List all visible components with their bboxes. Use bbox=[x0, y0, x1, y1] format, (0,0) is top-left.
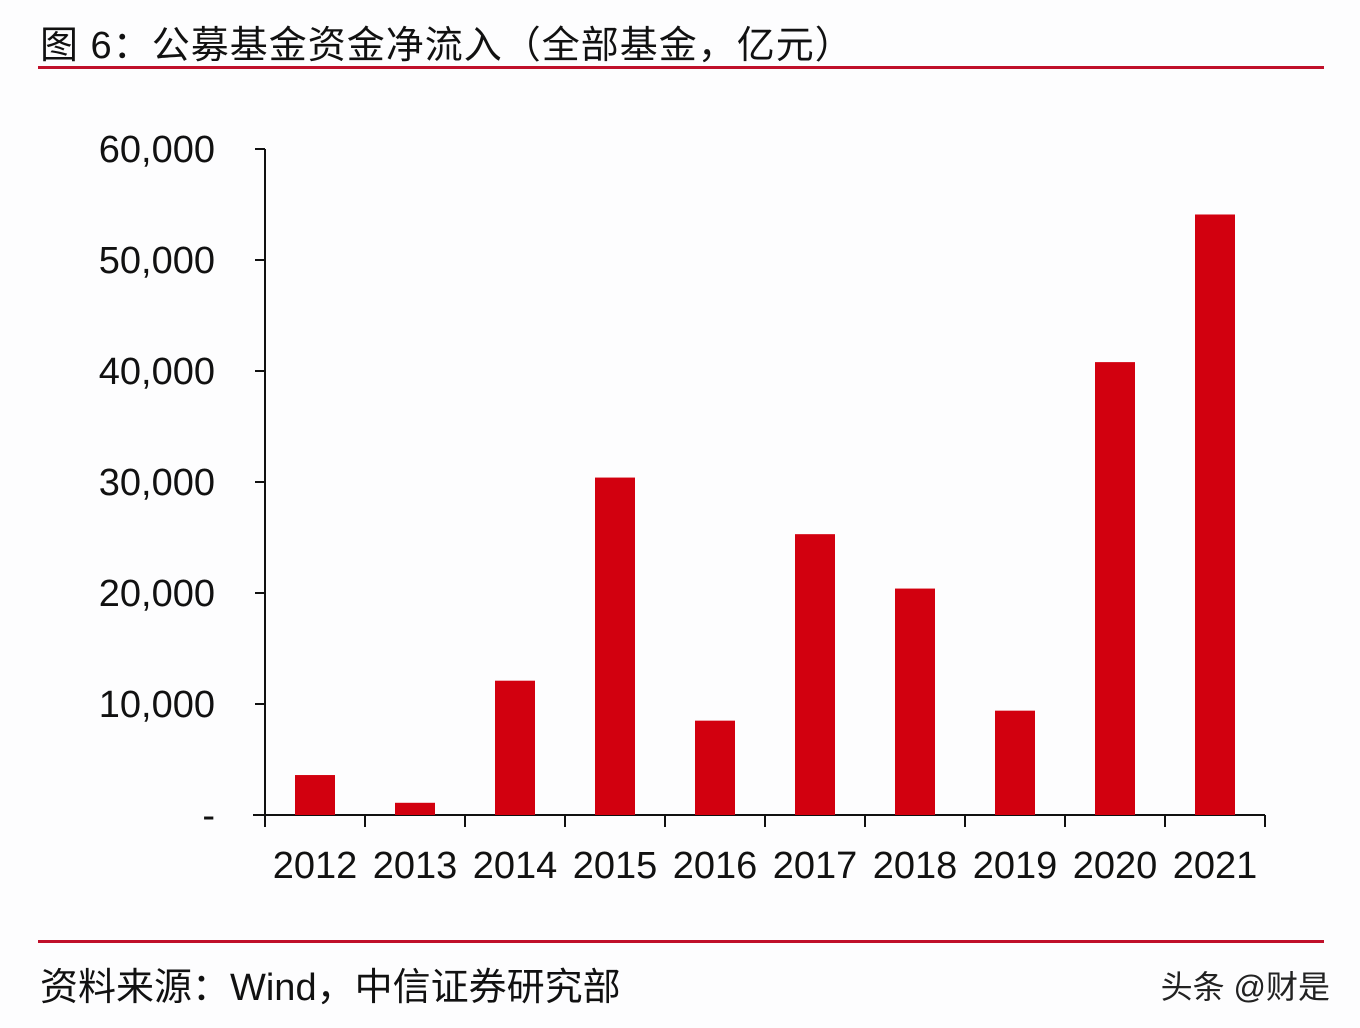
y-tick-label: 40,000 bbox=[99, 351, 215, 393]
x-tick-label: 2017 bbox=[773, 845, 858, 887]
x-tick-label: 2013 bbox=[373, 845, 458, 887]
y-tick-label: - bbox=[202, 795, 215, 837]
x-tick-label: 2012 bbox=[273, 845, 358, 887]
bar-2020 bbox=[1095, 362, 1135, 815]
footer-divider bbox=[38, 940, 1324, 943]
bar-2015 bbox=[595, 477, 635, 815]
x-tick-label: 2021 bbox=[1173, 845, 1258, 887]
source-note: 资料来源：Wind，中信证券研究部 bbox=[40, 967, 621, 1009]
y-tick-label: 60,000 bbox=[99, 129, 215, 171]
x-tick-label: 2014 bbox=[473, 845, 558, 887]
watermark: 头条 @财是 bbox=[1160, 969, 1330, 1005]
x-tick-label: 2018 bbox=[873, 845, 958, 887]
title-divider bbox=[38, 66, 1324, 69]
bar-2019 bbox=[995, 710, 1035, 815]
bar-2013 bbox=[395, 802, 435, 815]
x-tick-label: 2016 bbox=[673, 845, 758, 887]
y-tick-label: 20,000 bbox=[99, 573, 215, 615]
y-tick-label: 30,000 bbox=[99, 462, 215, 504]
y-tick-label: 10,000 bbox=[99, 684, 215, 726]
bar-2021 bbox=[1195, 214, 1235, 816]
x-tick-label: 2019 bbox=[973, 845, 1058, 887]
x-tick-label: 2015 bbox=[573, 845, 658, 887]
bar-2014 bbox=[495, 680, 535, 815]
x-tick-label: 2020 bbox=[1073, 845, 1158, 887]
bar-2017 bbox=[795, 534, 835, 815]
bar-2012 bbox=[295, 775, 335, 815]
y-tick-label: 50,000 bbox=[99, 240, 215, 282]
chart-title: 图 6：公募基金资金净流入（全部基金，亿元） bbox=[40, 25, 854, 67]
bar-2016 bbox=[695, 720, 735, 815]
bar-2018 bbox=[895, 588, 935, 815]
